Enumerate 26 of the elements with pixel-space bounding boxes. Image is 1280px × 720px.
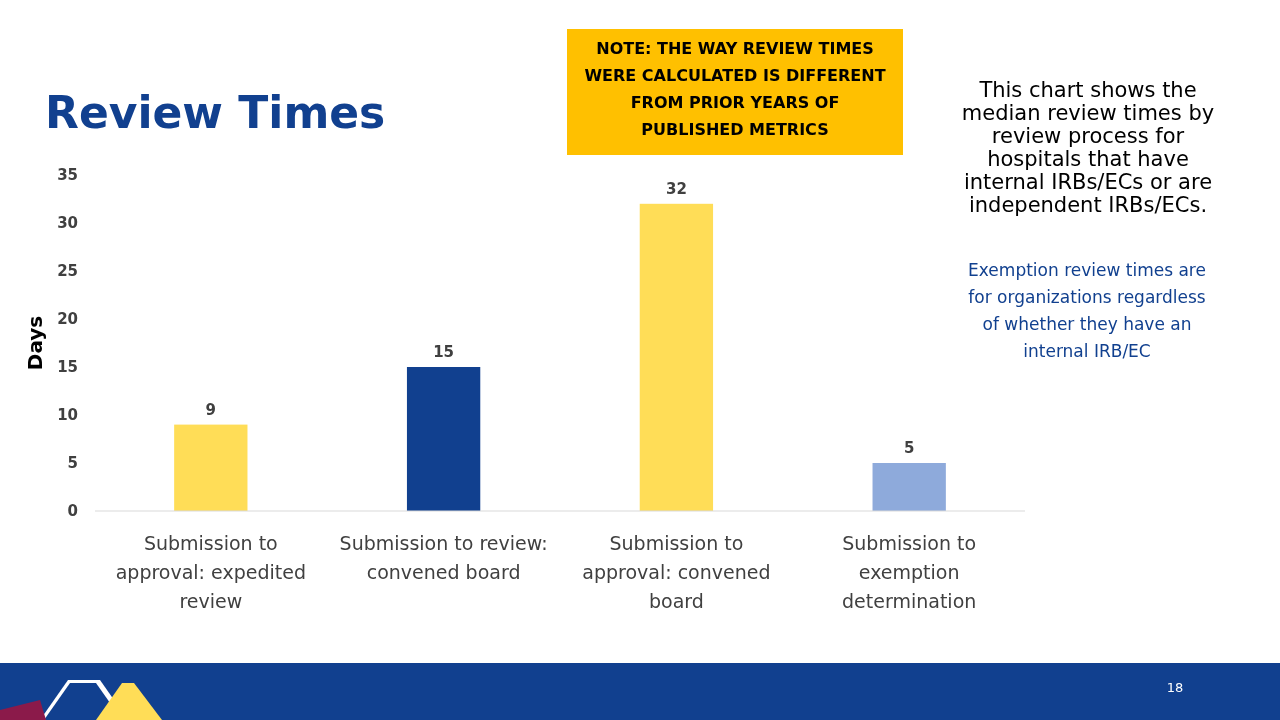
text: NOTE: THE WAY REVIEW TIMES WERE CALCULATED IS DIFFERENT FROM PRIOR YEARS OF PUBLISHED METRICS	[584, 39, 886, 139]
annotation: This chart shows the median review times by review process for hospitals that have internal IRBs/ECs or are independent IRBs/ECs.	[961, 78, 1215, 217]
y-tick-label: 5	[67, 454, 78, 473]
data-label: 15	[433, 343, 455, 361]
data-label: 9	[205, 400, 217, 419]
y-tick-label: 15	[57, 358, 78, 377]
bar	[406, 367, 481, 511]
bar	[639, 203, 714, 511]
chart-title: Review Times	[45, 87, 386, 138]
y-axis-title: Days	[23, 315, 47, 371]
data-label: 5	[903, 439, 915, 457]
y-tick-label: 0	[67, 502, 78, 521]
x-tick-label: Submission to approval: convened board	[582, 532, 771, 612]
x-tick-label: Submission to approval: expedited review	[115, 532, 306, 612]
bar	[872, 463, 946, 511]
x-tick-label: Submission to exemption determination	[842, 532, 977, 612]
y-tick-label: 30	[57, 214, 78, 233]
bar	[174, 424, 248, 511]
y-tick-label: 10	[57, 406, 78, 425]
text: 18	[1166, 680, 1184, 695]
annotation: Exemption review times are for organizations regardless of whether they have an internal IRB/EC	[968, 260, 1206, 361]
y-tick-label: 20	[57, 310, 78, 329]
y-tick-label: 35	[57, 166, 78, 185]
data-label: 32	[665, 179, 687, 198]
y-tick-label: 25	[57, 262, 78, 281]
x-tick-label: Submission to review: convened board	[339, 532, 548, 583]
